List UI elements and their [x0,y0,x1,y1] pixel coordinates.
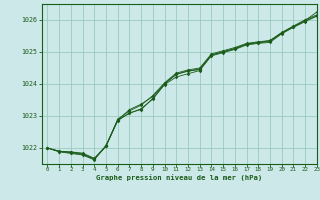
X-axis label: Graphe pression niveau de la mer (hPa): Graphe pression niveau de la mer (hPa) [96,175,262,181]
